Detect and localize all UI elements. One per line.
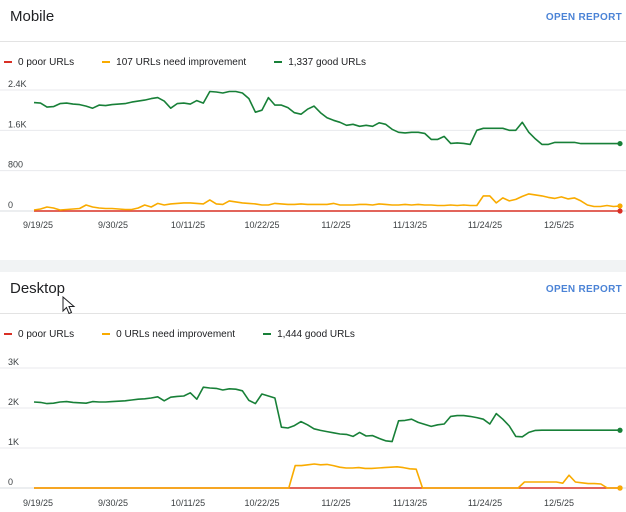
- mobile-legend-poor[interactable]: 0 poor URLs: [4, 57, 74, 68]
- mobile-x-tick-label: 11/13/25: [393, 220, 427, 230]
- mobile-x-tick-label: 11/24/25: [468, 220, 502, 230]
- desktop-legend-needs-improvement-label: 0 URLs need improvement: [116, 328, 236, 340]
- mobile-y-tick-label: 800: [8, 160, 23, 170]
- desktop-card-header: Desktop OPEN REPORT: [0, 272, 626, 314]
- mobile-card-header: Mobile OPEN REPORT: [0, 0, 626, 42]
- mobile-card: Mobile OPEN REPORT 0 poor URLs 107 URLs …: [0, 0, 626, 260]
- mobile-y-tick-label: 2.4K: [8, 80, 27, 89]
- mobile-series-end-point-1: [617, 203, 623, 209]
- mobile-x-tick-label: 10/22/25: [244, 220, 279, 230]
- mobile-legend-needs-improvement[interactable]: 107 URLs need improvement: [102, 57, 246, 68]
- desktop-y-tick-label: 2K: [8, 397, 19, 407]
- mobile-series-end-point-0: [617, 208, 623, 214]
- mobile-legend-good-label: 1,337 good URLs: [288, 56, 367, 68]
- desktop-legend-good[interactable]: 1,444 good URLs: [263, 329, 355, 340]
- mobile-x-tick-label: 10/11/25: [171, 220, 205, 230]
- desktop-x-tick-label: 9/19/25: [23, 498, 53, 508]
- desktop-card-title: Desktop: [10, 280, 66, 297]
- mobile-legend: 0 poor URLs 107 URLs need improvement 1,…: [4, 55, 394, 69]
- desktop-x-tick-label: 11/13/25: [393, 498, 427, 508]
- desktop-y-tick-label: 0: [8, 477, 13, 487]
- desktop-chart[interactable]: 0 1K 2K 3K 9/19/25 9/30/25 10/11/25 10/22/25 11/…: [0, 358, 626, 512]
- desktop-x-tick-label: 10/11/25: [171, 498, 205, 508]
- desktop-x-tick-label: 11/2/25: [321, 498, 350, 508]
- desktop-series-line-2: [33, 386, 620, 443]
- mobile-legend-needs-improvement-label: 107 URLs need improvement: [116, 56, 247, 68]
- mobile-x-tick-label: 9/19/25: [23, 220, 53, 230]
- mobile-y-tick-label: 0: [8, 200, 13, 210]
- desktop-legend-needs-improvement[interactable]: 0 URLs need improvement: [102, 329, 235, 340]
- poor-swatch-icon: [4, 333, 12, 335]
- mobile-series-end-point-2: [617, 140, 623, 147]
- desktop-legend: 0 poor URLs 0 URLs need improvement 1,44…: [4, 327, 383, 341]
- mobile-x-tick-label: 12/5/25: [544, 220, 574, 230]
- needs-improvement-swatch-icon: [102, 333, 111, 335]
- mobile-chart[interactable]: 0 800 1.6K 2.4K 9/19/25 9/30/25 10/11/25 10/22/…: [0, 80, 626, 240]
- desktop-open-report-link[interactable]: OPEN REPORT: [545, 284, 622, 295]
- mobile-series-line-2: [33, 90, 620, 146]
- desktop-x-tick-label: 10/22/25: [244, 498, 279, 508]
- mobile-x-tick-label: 11/2/25: [321, 220, 350, 230]
- mobile-legend-good[interactable]: 1,337 good URLs: [274, 57, 366, 68]
- desktop-y-tick-label: 3K: [8, 358, 19, 367]
- good-swatch-icon: [263, 333, 272, 335]
- mobile-card-title: Mobile: [10, 8, 55, 25]
- desktop-y-tick-label: 1K: [8, 437, 19, 447]
- desktop-series-line-1: [34, 463, 620, 489]
- mobile-open-report-link[interactable]: OPEN REPORT: [545, 12, 622, 23]
- desktop-x-tick-label: 11/24/25: [468, 498, 502, 508]
- desktop-legend-poor-label: 0 poor URLs: [18, 328, 75, 340]
- desktop-legend-good-label: 1,444 good URLs: [277, 328, 355, 340]
- desktop-series-end-point-2: [617, 427, 623, 433]
- desktop-x-tick-label: 12/5/25: [544, 498, 574, 508]
- mouse-cursor-icon: [62, 296, 76, 315]
- mobile-legend-poor-label: 0 poor URLs: [18, 56, 75, 68]
- desktop-x-tick-label: 9/30/25: [98, 498, 128, 508]
- needs-improvement-swatch-icon: [102, 61, 111, 63]
- desktop-legend-poor[interactable]: 0 poor URLs: [4, 329, 74, 340]
- desktop-card: Desktop OPEN REPORT 0 poor URLs 0 URLs n…: [0, 272, 626, 512]
- mobile-x-tick-label: 9/30/25: [98, 220, 128, 230]
- mobile-series-line-1: [33, 193, 621, 211]
- desktop-series-end-point-1: [617, 485, 623, 491]
- good-swatch-icon: [274, 61, 283, 63]
- poor-swatch-icon: [4, 61, 12, 63]
- mobile-y-tick-label: 1.6K: [8, 119, 27, 129]
